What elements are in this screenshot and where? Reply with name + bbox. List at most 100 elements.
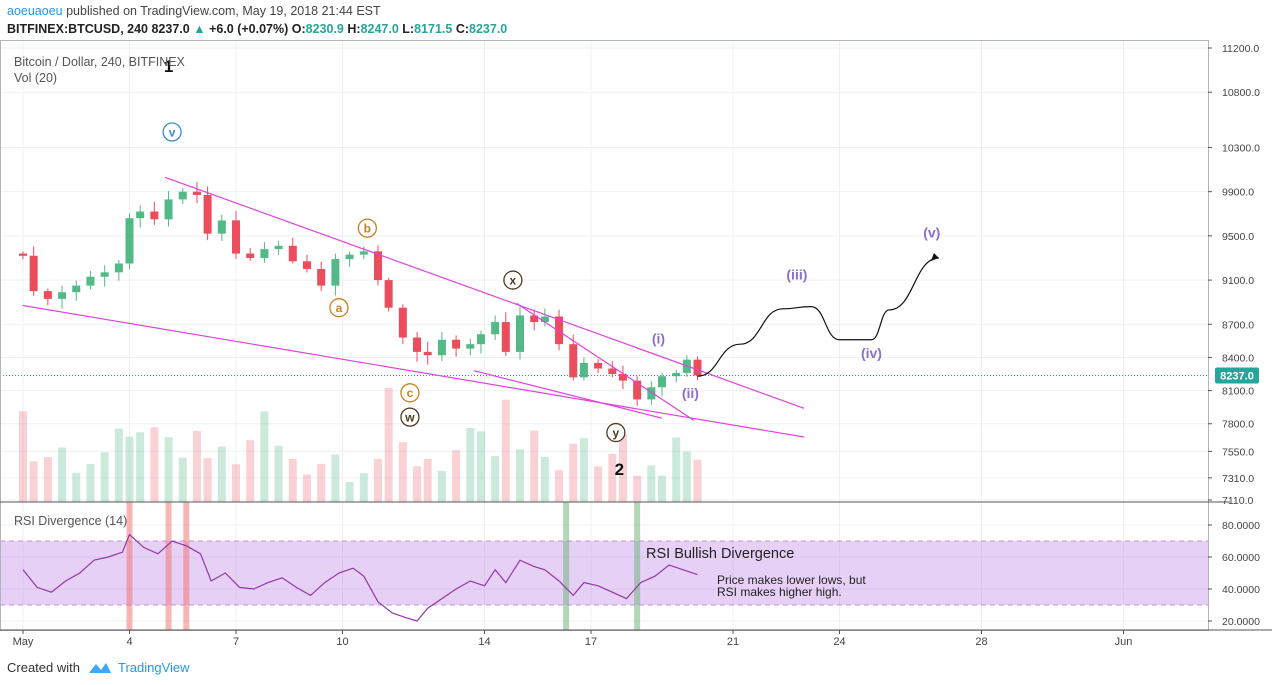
price-tick-label: 8100.0 (1222, 386, 1254, 398)
candle-body (633, 380, 642, 400)
publish-line: aoeuaoeu published on TradingView.com, M… (7, 4, 381, 18)
projection-arrowhead (930, 252, 939, 261)
price-tick-label: 7310.0 (1222, 473, 1254, 485)
volume-bar (384, 387, 393, 502)
wave-labels: v a b cw x y (i) (ii) (iii) (iv) (v) 1 2 (162, 57, 940, 479)
volume-bar (555, 470, 564, 502)
volume-bar (501, 399, 510, 502)
candle-body (658, 376, 666, 388)
rsi-band (0, 541, 1208, 605)
volume-bar (359, 473, 368, 502)
wave-label: a (336, 301, 343, 315)
grid (0, 40, 1208, 630)
price-tick-label: 7800.0 (1222, 419, 1254, 431)
candle-body (43, 291, 52, 299)
author-link[interactable]: aoeuaoeu (7, 4, 63, 18)
candle-body (516, 315, 524, 352)
candle-body (331, 259, 340, 286)
candle-body (452, 339, 461, 349)
trendlines (0, 176, 1208, 438)
volume-bar (217, 446, 226, 502)
main-chart-title: Bitcoin / Dollar, 240, BITFINEX (14, 55, 186, 69)
price-tick-label: 10300.0 (1222, 142, 1260, 154)
time-tick-label: 7 (233, 636, 239, 648)
change-value: +6.0 (+0.07%) (209, 22, 289, 36)
volume-bar (29, 461, 38, 502)
wave-label: (ii) (682, 385, 699, 401)
rsi-tick-label: 80.0000 (1222, 520, 1260, 532)
wave-label: c (407, 386, 414, 400)
candle-body (413, 337, 422, 352)
rsi-line (22, 533, 698, 622)
candles (19, 181, 702, 406)
candle-body (555, 316, 564, 345)
volume-bar (693, 459, 702, 502)
volume-bar (246, 440, 255, 502)
wave-label: (iv) (861, 345, 882, 361)
trendline (473, 370, 663, 419)
volume-bar (303, 474, 311, 502)
volume-bar (647, 465, 656, 502)
wave-label: b (364, 221, 371, 235)
candle-body (58, 292, 67, 299)
time-tick-label: Jun (1115, 636, 1133, 648)
wave-label-circle (400, 407, 420, 427)
candle-body (246, 253, 255, 258)
divergence-title: RSI Bullish Divergence (646, 546, 794, 562)
candle-body (374, 251, 382, 281)
candle-body (594, 362, 603, 369)
tradingview-logo-icon (89, 663, 111, 673)
candle-body (672, 372, 681, 377)
open-value: 8230.9 (305, 22, 344, 36)
volume-bar (136, 432, 145, 502)
volume-bar (594, 466, 603, 502)
candle-body (608, 368, 617, 375)
wave-label: (iii) (786, 267, 807, 283)
volume-bar (452, 450, 461, 502)
volume-bar (398, 442, 407, 502)
wave-label: 1 (164, 57, 173, 76)
volume-bar (345, 481, 354, 502)
volume-bar (618, 434, 627, 502)
last-price: 8237.0 (151, 22, 190, 36)
tradingview-brand-link[interactable]: TradingView (118, 660, 190, 675)
candle-body (437, 339, 446, 356)
candle-body (384, 280, 393, 308)
low-label: L: (402, 22, 415, 36)
candle-body (29, 255, 38, 292)
candle-body (203, 194, 212, 234)
candle-body (136, 211, 145, 219)
open-label: O: (291, 22, 306, 36)
low-value: 8171.5 (414, 22, 453, 36)
price-tick-label: 9900.0 (1222, 187, 1254, 199)
volume-bar (672, 437, 681, 502)
volume-bar (150, 427, 159, 502)
candle-body (693, 359, 702, 376)
volume-bar (540, 457, 549, 502)
wave-label: 2 (615, 460, 624, 479)
candle-body (423, 351, 432, 356)
candle-body (476, 334, 485, 345)
candle-body (19, 253, 27, 256)
rsi-red-marker (183, 502, 190, 630)
candle-body (491, 322, 500, 335)
wave-label: (v) (923, 225, 940, 241)
rsi-tick-label: 60.0000 (1222, 552, 1260, 564)
divergence-note-2: RSI makes higher high. (717, 585, 842, 599)
ohlc-line: BITFINEX:BTCUSD, 240 8237.0 ▲ +6.0 (+0.0… (7, 22, 507, 36)
volume-bar (164, 437, 173, 502)
volume-bar (331, 454, 340, 502)
volume-bar (569, 443, 578, 502)
high-value: 8247.0 (360, 22, 399, 36)
volume-bar (608, 453, 617, 502)
candle-body (647, 387, 656, 400)
volume-bar (72, 472, 81, 502)
volume-bar (374, 458, 382, 502)
volume-bar (530, 430, 539, 502)
time-tick-label: May (13, 636, 34, 648)
candle-body (114, 263, 123, 273)
price-tick-label: 9100.0 (1222, 275, 1254, 287)
volume-bar (491, 456, 500, 502)
candle-body (288, 245, 297, 262)
